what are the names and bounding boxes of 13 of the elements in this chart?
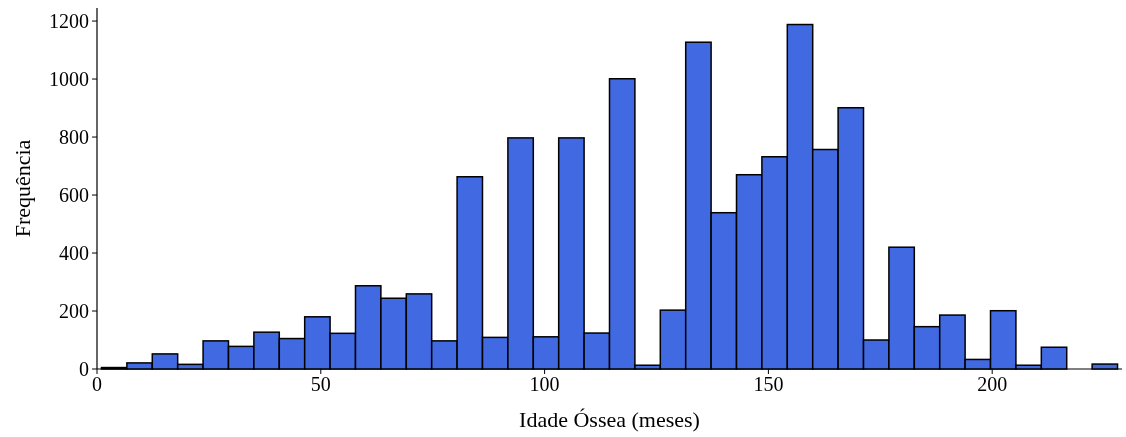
y-axis-title: Frequência [10,139,35,238]
x-tick-label: 50 [310,373,331,395]
x-tick-label: 150 [753,373,784,395]
y-tick-label: 1200 [49,10,89,33]
x-tick-label: 100 [529,373,560,395]
y-tick-label: 400 [59,242,89,265]
y-tick-label: 1000 [49,68,89,91]
y-tick-label: 800 [59,126,89,149]
y-tick-label: 0 [79,358,89,380]
y-tick-label: 200 [59,300,89,323]
x-axis-title: Idade Óssea (meses) [519,407,700,432]
x-tick-label: 200 [977,373,1008,395]
y-tick-label: 600 [59,184,89,207]
